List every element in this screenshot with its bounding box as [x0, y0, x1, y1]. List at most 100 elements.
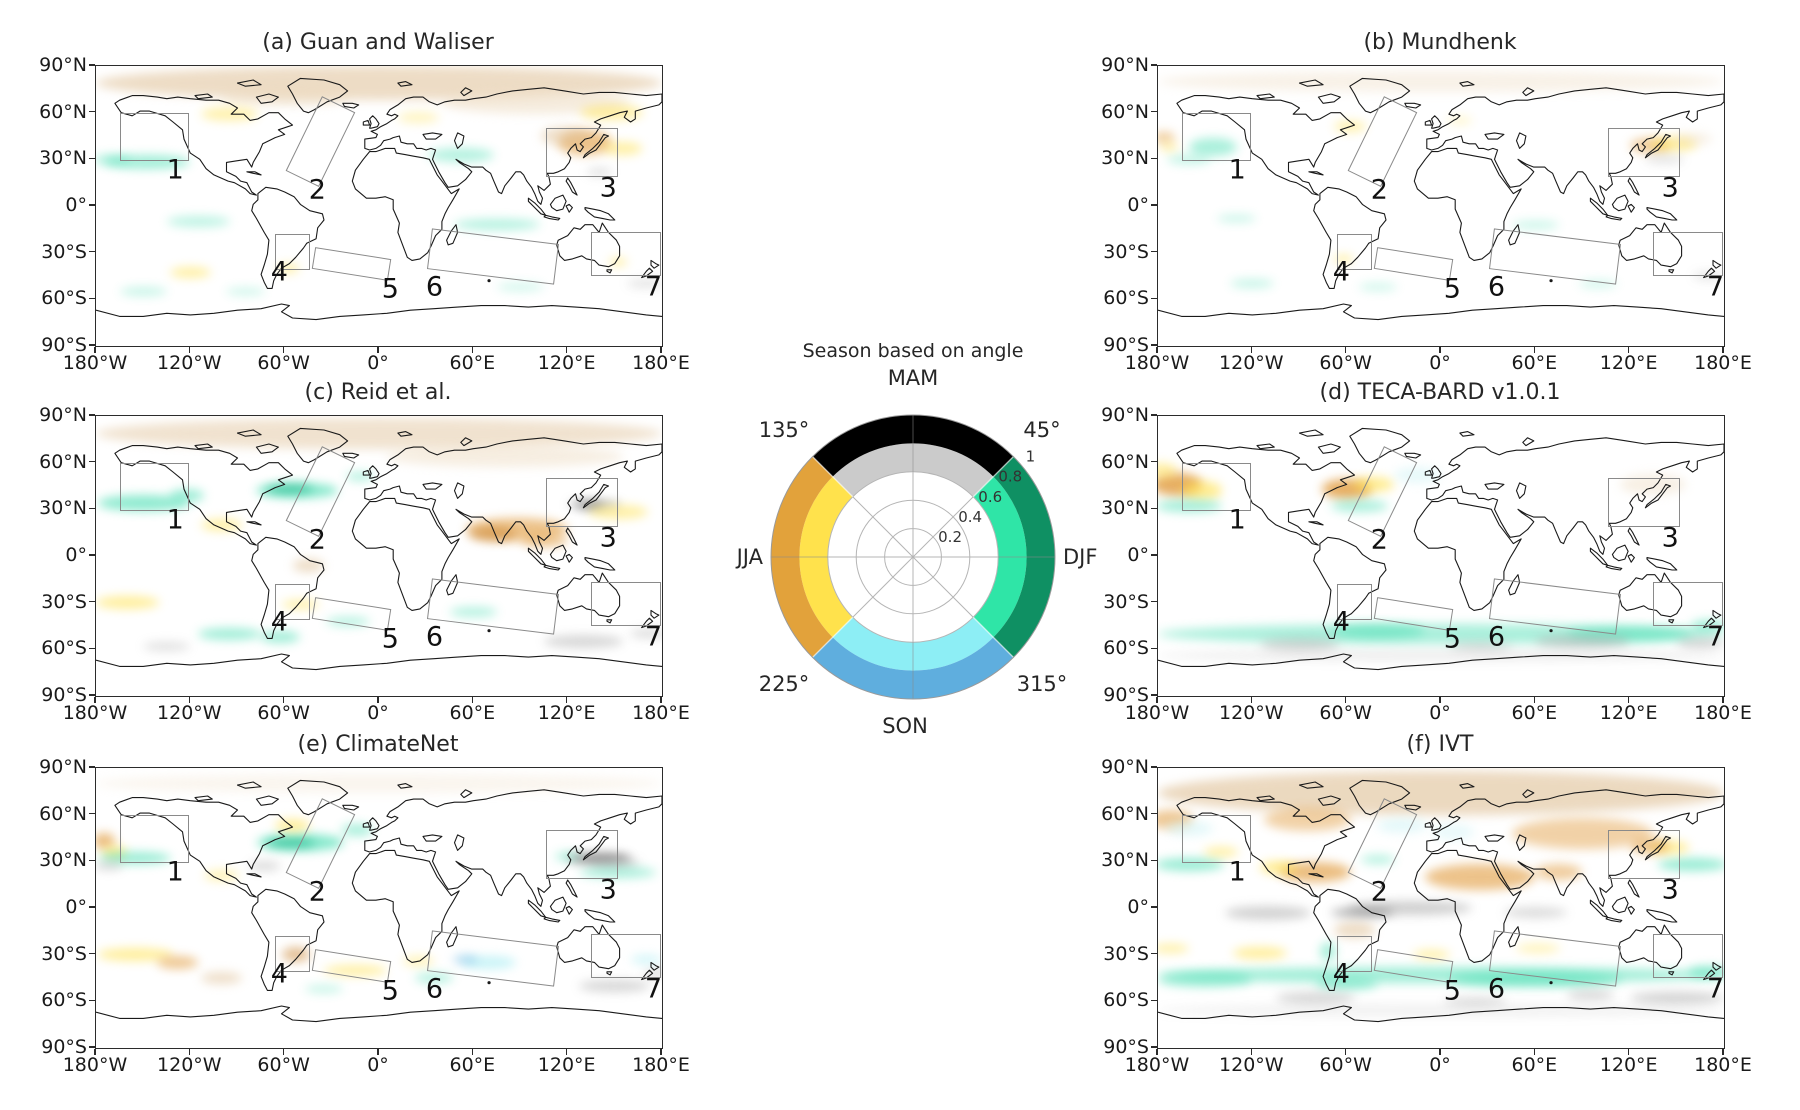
x-tick-label: 120°W: [1219, 702, 1284, 724]
region-box-7: [1653, 582, 1724, 627]
island-dot: [1549, 981, 1553, 985]
region-label-6: 6: [425, 271, 444, 303]
shading-blob-teal: [1158, 858, 1225, 871]
legend-spoke: [912, 556, 974, 618]
region-box-4: [275, 936, 311, 973]
y-tick-mark: [1151, 647, 1157, 650]
shading-blob-paletan: [96, 774, 662, 793]
region-label-3: 3: [1661, 874, 1679, 906]
x-tick-mark: [1439, 1048, 1441, 1055]
x-tick-mark: [377, 696, 379, 703]
x-tick-label: 0°: [1429, 702, 1451, 724]
x-tick-mark: [471, 346, 474, 353]
x-tick-mark: [1250, 1048, 1253, 1055]
shading-blob-yellow: [603, 142, 643, 155]
x-tick-label: 180°W: [62, 1054, 128, 1076]
y-tick-label: 30°S: [1103, 942, 1149, 965]
region-label-5: 5: [381, 975, 399, 1007]
y-tick-label: 90°N: [39, 756, 87, 778]
region-label-5: 5: [1443, 273, 1461, 305]
x-tick-mark: [1344, 1048, 1347, 1055]
x-tick-label: 180°E: [1694, 352, 1752, 374]
region-box-4: [1337, 584, 1373, 621]
x-tick-label: 60°E: [1511, 702, 1558, 724]
shading-blob-teal: [1330, 623, 1426, 638]
y-tick-mark: [1151, 204, 1157, 206]
shading-blob-yellow: [1233, 946, 1287, 960]
shading-blob-orange: [1511, 817, 1654, 849]
x-tick-label: 0°: [367, 1054, 389, 1076]
region-box-1: [1181, 112, 1252, 162]
region-label-4: 4: [270, 958, 288, 990]
shading-blob-darkteal: [265, 485, 313, 493]
shading-blob-gray: [1566, 990, 1614, 1000]
x-tick-label: 120°E: [537, 702, 596, 724]
region-box-1: [119, 112, 190, 162]
region-label-6: 6: [1487, 973, 1506, 1005]
y-tick-label: 90°N: [1101, 54, 1149, 76]
shading-blob-teal: [1448, 971, 1622, 988]
shading-blob-gray: [1158, 650, 1724, 661]
y-tick-label: 60°S: [1103, 989, 1149, 1012]
shading-blob-yellow: [1412, 950, 1451, 960]
y-tick-label: 30°S: [41, 942, 87, 965]
x-tick-label: 60°E: [449, 702, 496, 724]
legend-season-djf: DJF: [1063, 545, 1098, 569]
x-tick-mark: [565, 696, 568, 703]
x-tick-label: 180°W: [1124, 352, 1190, 374]
y-tick-label: 30°N: [39, 497, 87, 520]
x-tick-label: 180°W: [62, 352, 128, 374]
y-tick-mark: [89, 297, 95, 300]
shading-blob-orange: [157, 956, 199, 969]
x-tick-label: 120°W: [157, 352, 222, 374]
shading-blob-teal: [259, 630, 301, 644]
shading-blob-gray: [544, 635, 623, 648]
x-tick-label: 180°E: [1694, 702, 1752, 724]
shading-blob-yellow: [1181, 481, 1223, 500]
shading-blob-teal: [1167, 154, 1212, 164]
x-tick-label: 60°W: [257, 1054, 310, 1076]
region-label-7: 7: [644, 621, 663, 653]
x-tick-mark: [1439, 346, 1441, 353]
x-tick-label: 60°E: [1511, 352, 1558, 374]
x-tick-label: 180°W: [1124, 1054, 1190, 1076]
region-box-3: [545, 128, 619, 177]
x-tick-mark: [565, 1048, 568, 1055]
y-tick-label: 0°: [65, 896, 87, 918]
shading-blob-yellow: [1158, 943, 1190, 954]
y-tick-mark: [89, 694, 95, 696]
shading-blob-darkteal: [267, 838, 315, 847]
shading-blob-yellow: [1516, 943, 1561, 954]
shading-blob-gray: [626, 279, 662, 289]
y-tick-mark: [1151, 600, 1157, 603]
y-tick-mark: [1151, 999, 1157, 1002]
shading-blob-yellow: [201, 107, 258, 122]
y-tick-label: 30°N: [1101, 147, 1149, 170]
shading-blob-cyan: [630, 954, 662, 964]
x-tick-mark: [471, 1048, 474, 1055]
y-tick-mark: [1151, 157, 1157, 160]
panel-e-title: (e) ClimateNet: [297, 732, 459, 757]
region-box-7: [1653, 934, 1724, 979]
legend-season-mam: MAM: [887, 366, 939, 390]
x-tick-label: 120°W: [1219, 1054, 1284, 1076]
shading-blob-palecyan: [1376, 817, 1427, 834]
region-box-3: [1607, 128, 1681, 177]
shading-blob-palecyan: [1165, 820, 1214, 837]
y-tick-label: 30°N: [1101, 849, 1149, 872]
coastline-map: [1158, 77, 1724, 321]
legend-angle-225: 225°: [758, 672, 810, 696]
x-tick-mark: [1156, 1048, 1158, 1055]
x-tick-mark: [1344, 696, 1347, 703]
shading-blob-yellow: [204, 869, 240, 881]
x-tick-label: 180°W: [1124, 702, 1190, 724]
region-box-4: [275, 234, 311, 271]
shading-blob-teal: [225, 287, 265, 296]
y-tick-mark: [1151, 110, 1157, 113]
legend-angle-135: 135°: [758, 418, 810, 442]
y-tick-mark: [1151, 812, 1157, 815]
y-tick-mark: [89, 812, 95, 815]
